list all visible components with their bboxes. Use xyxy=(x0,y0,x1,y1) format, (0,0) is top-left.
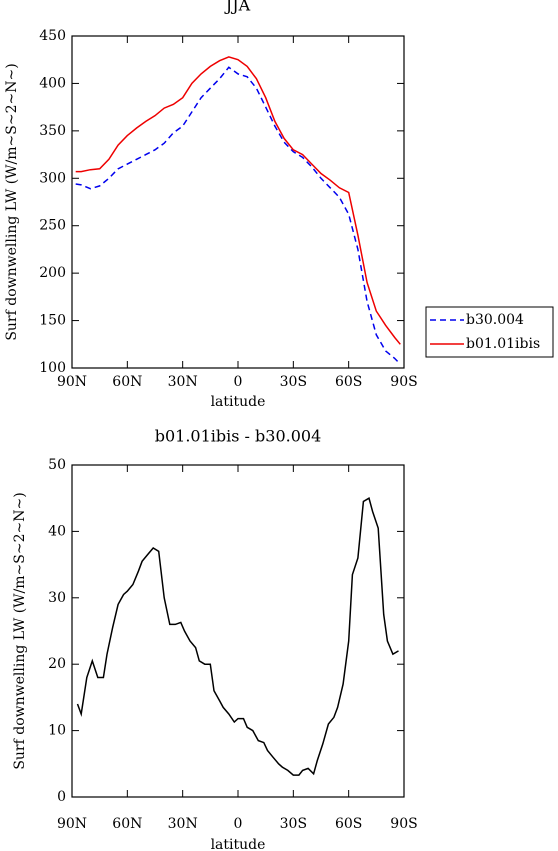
y-tick-label: 20 xyxy=(48,656,66,672)
x-tick-label: 60N xyxy=(112,816,142,832)
x-axis-label: latitude xyxy=(211,837,266,851)
x-axis-label: latitude xyxy=(211,394,266,410)
x-tick-label: 0 xyxy=(234,374,243,390)
y-tick-label: 30 xyxy=(48,590,66,606)
x-tick-label: 90S xyxy=(390,816,417,832)
legend-box xyxy=(425,306,554,358)
y-axis-label: Surf downwelling LW (W/m~S~2~N~) xyxy=(12,492,28,769)
x-tick-label: 30S xyxy=(280,816,307,832)
legend-label: b30.004 xyxy=(466,312,524,328)
data-line xyxy=(75,56,401,345)
x-tick-label: 30N xyxy=(168,374,198,390)
chart-title: JJA xyxy=(224,0,251,15)
y-tick-label: 450 xyxy=(39,28,66,44)
x-tick-label: 60N xyxy=(112,374,142,390)
plot-frame xyxy=(71,464,405,798)
y-tick-label: 40 xyxy=(48,523,66,539)
y-tick-label: 200 xyxy=(39,265,66,281)
data-line xyxy=(75,66,401,365)
x-tick-label: 90N xyxy=(57,374,87,390)
y-tick-label: 50 xyxy=(48,457,66,473)
y-tick-label: 0 xyxy=(57,789,66,805)
y-tick-label: 100 xyxy=(39,360,66,376)
y-tick-label: 300 xyxy=(39,170,66,186)
x-tick-label: 60S xyxy=(335,374,362,390)
x-tick-label: 90S xyxy=(390,374,417,390)
y-tick-label: 250 xyxy=(39,218,66,234)
x-tick-label: 30S xyxy=(280,374,307,390)
x-tick-label: 0 xyxy=(234,816,243,832)
x-tick-label: 90N xyxy=(57,816,87,832)
y-tick-label: 150 xyxy=(39,313,66,329)
legend-label: b01.01ibis xyxy=(466,336,540,352)
x-tick-label: 30N xyxy=(168,816,198,832)
plot-frame xyxy=(71,35,405,369)
y-tick-label: 10 xyxy=(48,723,66,739)
y-axis-label: Surf downwelling LW (W/m~S~2~N~) xyxy=(4,63,20,340)
x-tick-label: 60S xyxy=(335,816,362,832)
y-tick-label: 400 xyxy=(39,75,66,91)
chart-title: b01.01ibis - b30.004 xyxy=(155,427,322,446)
y-tick-label: 350 xyxy=(39,123,66,139)
data-line xyxy=(76,497,399,776)
